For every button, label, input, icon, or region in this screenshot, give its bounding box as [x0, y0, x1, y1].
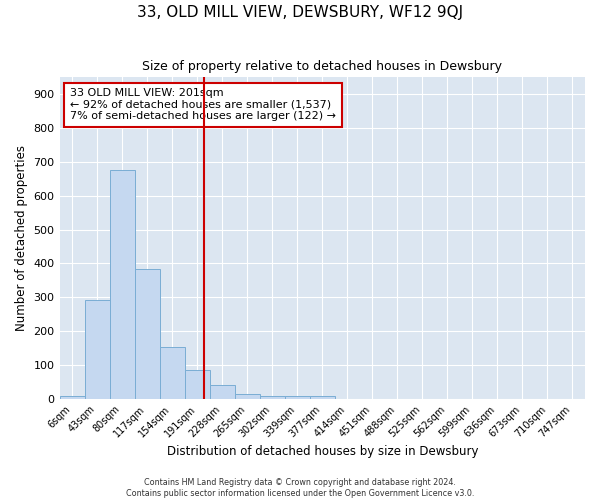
X-axis label: Distribution of detached houses by size in Dewsbury: Distribution of detached houses by size … — [167, 444, 478, 458]
Bar — [85, 300, 110, 399]
Text: 33, OLD MILL VIEW, DEWSBURY, WF12 9QJ: 33, OLD MILL VIEW, DEWSBURY, WF12 9QJ — [137, 5, 463, 20]
Bar — [209, 385, 235, 399]
Bar — [59, 396, 85, 399]
Title: Size of property relative to detached houses in Dewsbury: Size of property relative to detached ho… — [142, 60, 502, 73]
Bar — [310, 396, 335, 399]
Bar — [285, 396, 310, 399]
Bar — [235, 394, 260, 399]
Text: Contains HM Land Registry data © Crown copyright and database right 2024.
Contai: Contains HM Land Registry data © Crown c… — [126, 478, 474, 498]
Y-axis label: Number of detached properties: Number of detached properties — [15, 145, 28, 331]
Text: 33 OLD MILL VIEW: 201sqm
← 92% of detached houses are smaller (1,537)
7% of semi: 33 OLD MILL VIEW: 201sqm ← 92% of detach… — [70, 88, 336, 122]
Bar — [185, 370, 209, 399]
Bar — [260, 396, 285, 399]
Bar — [160, 346, 185, 399]
Bar — [110, 170, 134, 399]
Bar — [134, 268, 160, 399]
